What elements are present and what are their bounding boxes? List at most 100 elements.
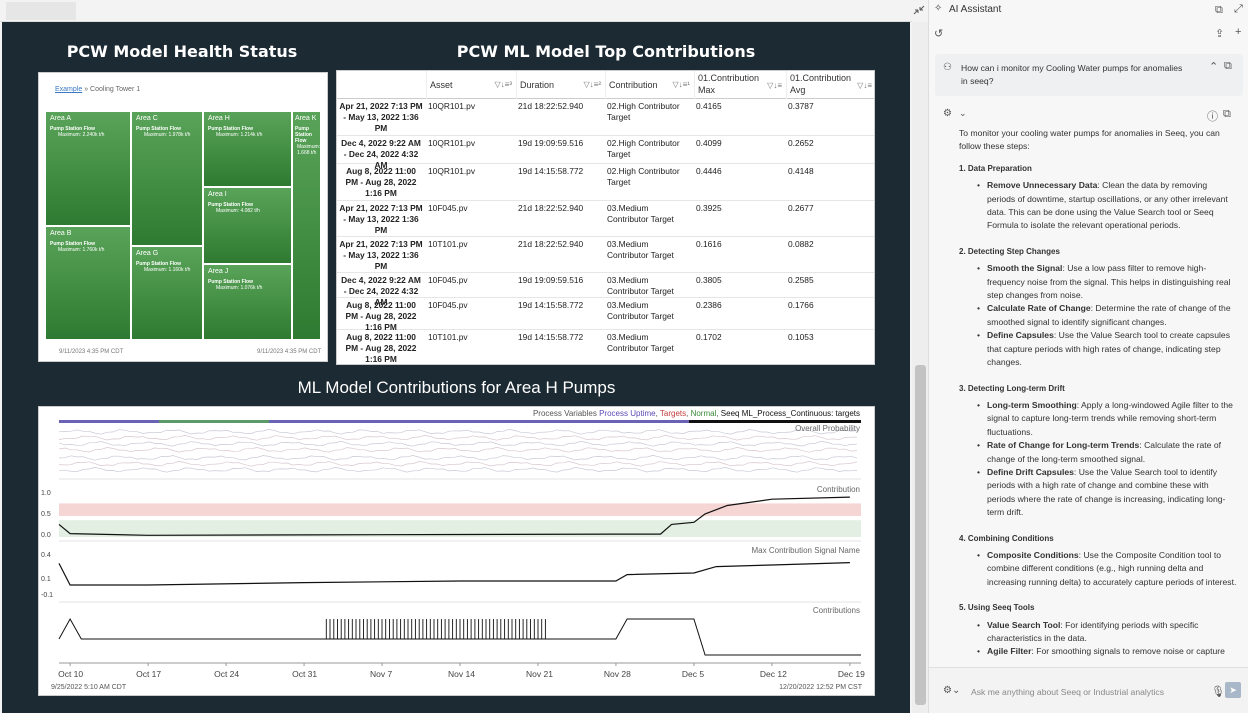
tile-signal: Pump Station Flow: [208, 126, 253, 132]
treemap-tile-area-c[interactable]: Area C Pump Station Flow Maximum: 1.978k…: [131, 111, 203, 246]
answer-item-term: Define Drift Capsules: [987, 466, 1074, 477]
y-tick-max-signal: -0.1: [41, 592, 54, 599]
col-header-asset[interactable]: Asset ▽↓≡³: [426, 71, 516, 99]
col-header-duration[interactable]: Duration ▽↓≡²: [516, 71, 605, 99]
table-row[interactable]: Aug 8, 2022 11:00 PM - Aug 28, 2022 1:16…: [337, 298, 874, 332]
lane-label-contribution: Contribution: [816, 485, 860, 494]
expand-icon[interactable]: ⤢: [1234, 3, 1243, 15]
lane-label-overall-probability: Overall Probability: [795, 424, 860, 433]
contributions-trace: [58, 617, 861, 656]
treemap-tile-area-g[interactable]: Area G Pump Station Flow Maximum: 1.160k…: [131, 246, 203, 340]
row-time-range: Aug 8, 2022 11:00 PM - Aug 28, 2022 1:16…: [345, 166, 417, 198]
answer-item-term: Long-term Smoothing: [987, 399, 1077, 410]
breadcrumb-link[interactable]: Example: [55, 86, 83, 93]
user-icon: ⚇: [943, 62, 952, 73]
probability-trace: [58, 429, 858, 435]
chart-canvas[interactable]: [39, 407, 876, 697]
dashboard-scroll-thumb[interactable]: [915, 365, 926, 705]
row-contribution-max: 0.4165: [696, 101, 722, 111]
treemap-tile-area-a[interactable]: Area A Pump Station Flow Maximum: 2.240k…: [45, 111, 131, 226]
tile-max: Maximum: 1.760k t/h: [58, 247, 105, 253]
row-contribution: 02.High Contributor Target: [607, 101, 680, 122]
tile-signal: Pump Station Flow: [208, 279, 253, 285]
col-header-contribution[interactable]: Contribution ▽↓≡¹: [605, 71, 694, 99]
legend-normal: Normal: [690, 409, 717, 418]
answer-item-text: : For identifying periods with specific …: [987, 619, 1199, 643]
row-duration: 21d 18:22:52.940: [518, 203, 584, 213]
row-contribution-avg: 0.2677: [788, 203, 814, 213]
tile-name: Area B: [50, 230, 72, 237]
treemap-tile-area-b[interactable]: Area B Pump Station Flow Maximum: 1.760k…: [45, 226, 131, 340]
probability-trace: [58, 467, 858, 473]
send-button[interactable]: ➤: [1225, 682, 1241, 698]
probability-trace: [58, 435, 858, 441]
new-chat-icon[interactable]: +: [1235, 26, 1242, 38]
sparkle-icon: ✧: [934, 3, 943, 14]
row-contribution-avg: 0.2652: [788, 138, 814, 148]
table-row[interactable]: Apr 21, 2022 7:13 PM - May 13, 2022 1:36…: [337, 201, 874, 237]
open-external-icon[interactable]: ⧉: [1215, 4, 1223, 16]
y-tick-contribution: 0.5: [41, 511, 51, 518]
info-icon[interactable]: ⓘ: [1207, 111, 1218, 123]
assistant-mode-icon[interactable]: ⚙⌄: [943, 685, 961, 696]
tile-signal: Pump Station Flow: [295, 126, 312, 144]
chat-input-bar: ⚙⌄ Ask me anything about Seeq or Industr…: [929, 667, 1248, 713]
y-tick-max-signal: 0.1: [41, 576, 51, 583]
table-row[interactable]: Aug 8, 2022 11:00 PM - Aug 28, 2022 1:16…: [337, 164, 874, 201]
row-time-range: Aug 8, 2022 11:00 PM - Aug 28, 2022 1:16…: [345, 332, 417, 364]
copy-answer-icon[interactable]: ⧉: [1223, 108, 1231, 120]
copy-question-icon[interactable]: ⧉: [1224, 60, 1232, 72]
treemap-tile-area-i[interactable]: Area I Pump Station Flow Maximum: 4.082 …: [203, 187, 292, 264]
collapse-panel-icon[interactable]: [912, 4, 928, 18]
treemap-tile-area-k[interactable]: Area K Pump Station Flow Maximum: 1.668 …: [292, 111, 321, 340]
answer-item-term: Smooth the Signal: [987, 263, 1063, 274]
chart-end-time: 12/20/2022 12:52 PM CST: [779, 684, 862, 691]
col-header-contribution-max[interactable]: 01.Contribution Max ▽↓≡: [694, 71, 786, 99]
trend-chart: Process Variables Process Uptime, Target…: [38, 406, 875, 696]
microphone-icon[interactable]: 🎙: [1211, 686, 1225, 698]
lane-label-contributions: Contributions: [812, 606, 860, 615]
row-contribution-avg: 0.1053: [788, 332, 814, 342]
row-contribution-max: 0.3925: [696, 203, 722, 213]
answer-list-item: Define Drift Capsules: Use the Value Sea…: [959, 466, 1237, 520]
row-asset: 10QR101.pv: [428, 101, 476, 111]
answer-list: Long-term Smoothing: Apply a long-window…: [959, 399, 1237, 520]
capsule-process-uptime: [59, 420, 159, 423]
chevron-down-icon[interactable]: ⌄: [959, 108, 967, 118]
row-contribution-max: 0.2386: [696, 300, 722, 310]
tile-name: Area C: [136, 115, 158, 122]
answer-list: Remove Unnecessary Data: Clean the data …: [959, 179, 1237, 233]
share-icon[interactable]: ⇪: [1215, 28, 1225, 40]
assistant-answer: To monitor your cooling water pumps for …: [959, 127, 1237, 667]
x-tick-label: Nov 21: [526, 669, 553, 679]
table-row[interactable]: Dec 4, 2022 9:22 AM - Dec 24, 2022 4:32 …: [337, 273, 874, 307]
worksheet-tab[interactable]: [6, 2, 76, 20]
row-duration: 21d 18:22:52.940: [518, 239, 584, 249]
row-duration: 19d 14:15:58.772: [518, 332, 584, 342]
treemap-tile-area-h[interactable]: Area H Pump Station Flow Maximum: 1.214k…: [203, 111, 292, 187]
legend-targets: Targets: [659, 409, 687, 418]
tile-signal: Pump Station Flow: [136, 261, 181, 267]
table-row[interactable]: Apr 21, 2022 7:13 PM - May 13, 2022 1:36…: [337, 99, 874, 136]
answer-item-text: : Use a low pass filter to remove high-f…: [987, 263, 1231, 301]
x-tick-label: Oct 17: [136, 669, 162, 679]
row-asset: 10QR101.pv: [428, 138, 476, 148]
user-question-bubble: [935, 54, 1243, 96]
history-icon[interactable]: ↺: [934, 28, 944, 40]
table-row[interactable]: Dec 4, 2022 9:22 AM - Dec 24, 2022 4:32 …: [337, 136, 874, 170]
table-row[interactable]: Aug 8, 2022 11:00 PM - Aug 28, 2022 1:16…: [337, 330, 874, 364]
row-contribution: 03.Medium Contributor Target: [607, 300, 674, 321]
row-time-range: Apr 21, 2022 7:13 PM - May 13, 2022 1:36…: [339, 101, 423, 133]
normal-band: [59, 520, 861, 537]
col-header-contribution-avg[interactable]: 01.Contribution Avg ▽↓≡: [786, 71, 874, 99]
answer-sections: 1. Data Preparation Remove Unnecessary Da…: [959, 162, 1237, 667]
row-contribution: 03.Medium Contributor Target: [607, 275, 674, 296]
treemap-tile-area-j[interactable]: Area J Pump Station Flow Maximum: 1.076k…: [203, 264, 292, 340]
table-row[interactable]: Apr 21, 2022 7:13 PM - May 13, 2022 1:36…: [337, 237, 874, 273]
row-time-range: Aug 8, 2022 11:00 PM - Aug 28, 2022 1:16…: [345, 300, 417, 332]
tile-name: Area H: [208, 115, 230, 122]
max-contribution-line: [58, 562, 850, 586]
collapse-question-icon[interactable]: ⌃: [1209, 61, 1219, 73]
answer-list-item: Define Capsules: Use the Value Search to…: [959, 329, 1237, 369]
chat-input[interactable]: Ask me anything about Seeq or Industrial…: [971, 687, 1164, 697]
